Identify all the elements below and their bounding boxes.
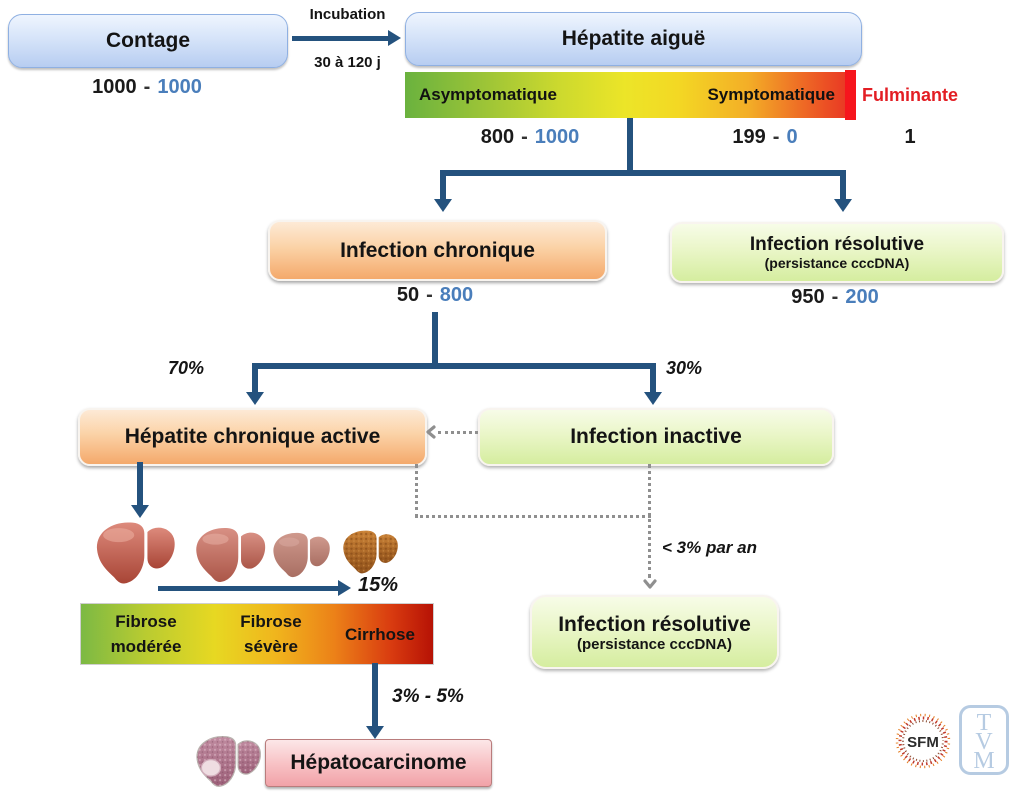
connector-acute-stem <box>627 118 633 172</box>
infection-resolutive-top-count: 950-200 <box>791 286 879 308</box>
infection-chronique-label: Infection chronique <box>340 238 535 262</box>
hepatite-aigue-box: Hépatite aiguë <box>405 12 862 66</box>
asymptomatique-label: Asymptomatique <box>419 85 557 104</box>
hepatite-chronique-active-label: Hépatite chronique active <box>124 425 381 448</box>
hepatite-chronique-active-box: Hépatite chronique active <box>78 408 427 466</box>
fulminante-count: 1 <box>904 126 916 148</box>
asymptomatique-count: 800-1000 <box>480 126 580 148</box>
arrowhead-to-hcc-icon <box>366 726 384 739</box>
dotted-arrowhead-left-icon <box>426 425 436 439</box>
arrowhead-to-chronique-icon <box>434 199 452 212</box>
dotted-horizontal-line <box>415 515 651 518</box>
tvm-logo: T V M <box>959 705 1009 775</box>
pct-hcc-label: 3% - 5% <box>392 686 464 707</box>
infection-chronique-box: Infection chronique <box>268 220 607 281</box>
sfm-logo-text: SFM <box>907 734 939 751</box>
dotted-arrowhead-down-icon <box>643 579 657 589</box>
tvm-logo-m: M <box>973 748 994 774</box>
connector-to-chronique <box>440 170 446 200</box>
fibrose-moderee-label: Fibrose modérée <box>110 612 182 656</box>
connector-active-to-livers <box>137 462 143 506</box>
tvm-logo-v: V <box>975 729 993 755</box>
infection-chronique-count: 50-800 <box>396 284 474 306</box>
incubation-arrow <box>292 36 388 41</box>
pct-cirrhosis-label: 15% <box>358 574 399 596</box>
fibrose-severe-label: Fibrose sévère <box>240 612 302 656</box>
hepatocarcinome-box: Hépatocarcinome <box>265 739 492 787</box>
liver-fibrosis-severe-icon <box>273 532 330 578</box>
infection-resolutive-bottom-label: Infection résolutive <box>558 613 751 636</box>
arrowhead-to-inactive-icon <box>644 392 662 405</box>
infection-resolutive-top-box: Infection résolutive (persistance cccDNA… <box>670 222 1004 283</box>
connector-to-active <box>252 363 258 393</box>
connector-to-inactive <box>650 363 656 393</box>
pct-chronic-label: 70% <box>168 358 205 378</box>
liver-tumor-icon <box>196 736 261 787</box>
arrowhead-to-resolutive-icon <box>834 199 852 212</box>
pct-resolution-label: < 3% par an <box>662 538 757 557</box>
dotted-active-down-line <box>415 464 418 518</box>
infection-inactive-label: Infection inactive <box>570 425 742 448</box>
contage-box: Contage <box>8 14 288 68</box>
connector-chronique-branch <box>252 363 656 369</box>
tvm-logo-t: T <box>977 710 992 736</box>
connector-chronique-stem <box>432 312 438 365</box>
cirrhose-label: Cirrhose <box>345 625 415 644</box>
fulminante-marker <box>845 70 856 120</box>
symptomatique-count: 199-0 <box>732 126 798 148</box>
infection-inactive-box: Infection inactive <box>478 408 834 466</box>
dotted-inactive-down-line <box>648 464 651 578</box>
incubation-duration: 30 à 120 j <box>314 54 381 71</box>
incubation-arrowhead-icon <box>388 30 401 46</box>
infection-resolutive-bottom-box: Infection résolutive (persistance cccDNA… <box>530 595 779 669</box>
infection-resolutive-bottom-sub: (persistance cccDNA) <box>576 636 733 653</box>
fibrosis-severity-bar: Fibrose modérée Fibrose sévère Cirrhose <box>80 603 434 665</box>
contage-count: 1000-1000 <box>92 76 202 98</box>
contage-count-initial: 1000 <box>92 76 137 98</box>
fulminante-label: Fulminante <box>862 85 959 105</box>
liver-cirrhosis-icon <box>343 530 398 574</box>
connector-acute-branch <box>440 170 846 176</box>
liver-progression-arrow <box>158 586 340 591</box>
connector-cirrhose-to-hcc <box>372 663 378 727</box>
liver-healthy-icon <box>96 522 175 584</box>
hepatocarcinome-label: Hépatocarcinome <box>290 751 467 774</box>
liver-fibrosis-moderate-icon <box>196 527 266 582</box>
hepatite-aigue-label: Hépatite aiguë <box>561 27 706 50</box>
connector-to-resolutive <box>840 170 846 200</box>
contage-label: Contage <box>106 29 190 52</box>
dotted-reactivation-line <box>438 431 478 434</box>
incubation-label: Incubation <box>309 6 386 23</box>
sfm-logo: SFM <box>895 713 951 769</box>
liver-progression-arrowhead-icon <box>338 580 351 596</box>
infection-resolutive-top-label: Infection résolutive <box>749 234 925 255</box>
arrowhead-to-active-icon <box>246 392 264 405</box>
arrowhead-to-livers-icon <box>131 505 149 518</box>
acute-severity-bar: Asymptomatique Symptomatique <box>405 72 845 118</box>
contage-count-remaining: 1000 <box>157 76 202 98</box>
infection-resolutive-top-sub: (persistance cccDNA) <box>764 255 910 271</box>
pct-inactive-label: 30% <box>666 358 703 378</box>
symptomatique-label: Symptomatique <box>707 85 835 104</box>
